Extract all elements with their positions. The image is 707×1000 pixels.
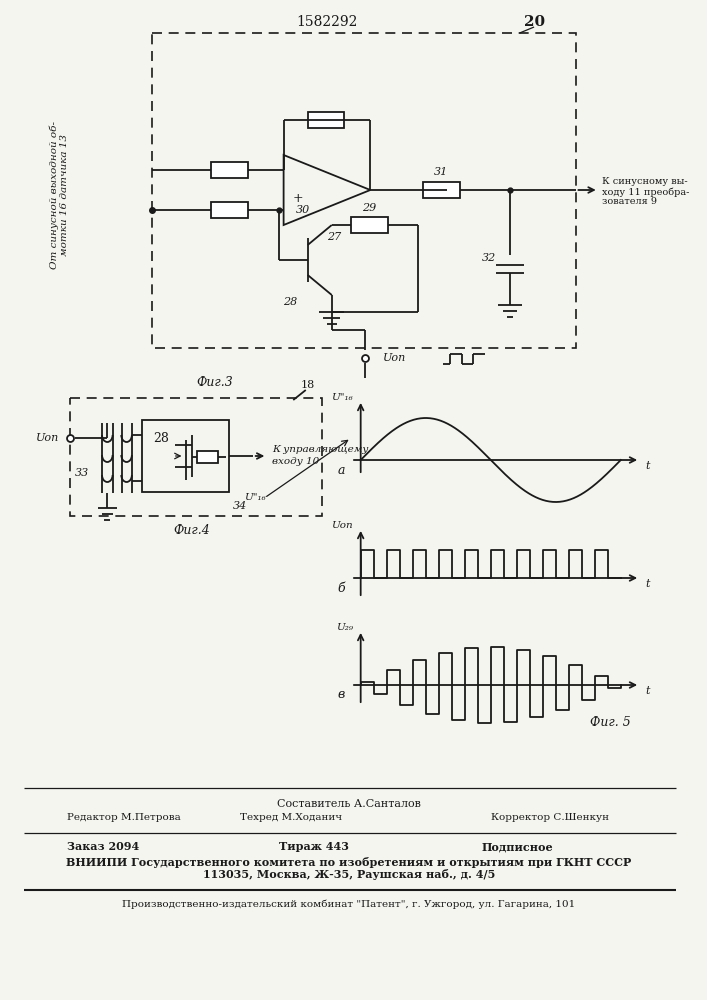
- Text: t: t: [645, 686, 650, 696]
- Text: Заказ 2094: Заказ 2094: [67, 842, 139, 852]
- Text: б: б: [338, 582, 345, 594]
- Bar: [142, 420, 228, 492]
- Text: U"₁₆: U"₁₆: [244, 493, 266, 502]
- Text: 28: 28: [153, 432, 169, 444]
- Text: ходу 11 преобра-: ходу 11 преобра-: [602, 187, 690, 197]
- Text: 27: 27: [327, 232, 341, 242]
- Text: 29: 29: [362, 203, 376, 213]
- Text: Фиг.4: Фиг.4: [174, 524, 211, 536]
- Text: 1582292: 1582292: [296, 15, 358, 29]
- Text: 28: 28: [284, 297, 298, 307]
- Text: t: t: [645, 461, 650, 471]
- Bar: [423, 182, 460, 198]
- Text: 31: 31: [433, 167, 448, 177]
- Text: Составитель А.Санталов: Составитель А.Санталов: [277, 799, 421, 809]
- Text: U"₁₆: U"₁₆: [331, 393, 353, 402]
- Text: 20: 20: [523, 15, 544, 29]
- Text: U₂₉: U₂₉: [336, 624, 353, 633]
- Text: Uоп: Uоп: [36, 433, 59, 443]
- Text: Корректор С.Шенкун: Корректор С.Шенкун: [491, 814, 609, 822]
- Bar: [151, 33, 575, 348]
- Text: Uоп: Uоп: [332, 522, 353, 530]
- Text: входу 10: входу 10: [272, 458, 320, 466]
- Text: 32: 32: [481, 253, 496, 263]
- Text: От синусной выходной об-
мотки 16 датчика 13: От синусной выходной об- мотки 16 датчик…: [49, 121, 69, 269]
- Text: +: +: [293, 192, 303, 205]
- Text: Производственно-издательский комбинат "Патент", г. Ужгород, ул. Гагарина, 101: Производственно-издательский комбинат "П…: [122, 899, 575, 909]
- Text: Тираж 443: Тираж 443: [279, 842, 349, 852]
- Bar: [211, 162, 248, 178]
- Text: Подписное: Подписное: [481, 842, 553, 852]
- Text: 18: 18: [300, 380, 315, 390]
- Text: К управляющему: К управляющему: [272, 446, 368, 454]
- Text: t: t: [645, 579, 650, 589]
- Text: К синусному вы-: К синусному вы-: [602, 178, 688, 186]
- Text: Техред М.Ходанич: Техред М.Ходанич: [240, 814, 342, 822]
- Text: 34: 34: [233, 501, 247, 511]
- Text: 33: 33: [75, 468, 89, 478]
- Bar: [70, 398, 322, 516]
- Text: Uоп: Uоп: [382, 353, 406, 363]
- Text: Фиг. 5: Фиг. 5: [590, 716, 631, 730]
- Text: а: а: [338, 464, 345, 477]
- Text: Фиг.3: Фиг.3: [196, 376, 233, 389]
- Text: зователя 9: зователя 9: [602, 198, 658, 207]
- Bar: [211, 202, 248, 218]
- Bar: [351, 217, 387, 233]
- Bar: [197, 451, 218, 463]
- Text: ВНИИПИ Государственного комитета по изобретениям и открытиям при ГКНТ СССР: ВНИИПИ Государственного комитета по изоб…: [66, 856, 632, 867]
- Bar: [308, 112, 344, 128]
- Text: Редактор М.Петрова: Редактор М.Петрова: [67, 814, 180, 822]
- Text: 30: 30: [296, 205, 310, 215]
- Text: 113035, Москва, Ж-35, Раушская наб., д. 4/5: 113035, Москва, Ж-35, Раушская наб., д. …: [203, 869, 496, 880]
- Text: в: в: [338, 688, 345, 702]
